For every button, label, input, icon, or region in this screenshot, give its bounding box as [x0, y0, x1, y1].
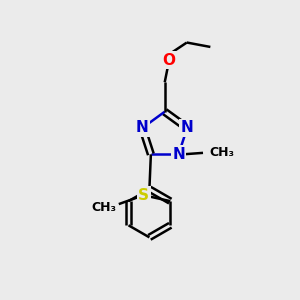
Text: CH₃: CH₃ — [92, 200, 116, 214]
Text: S: S — [138, 188, 149, 203]
Text: N: N — [172, 147, 185, 162]
Text: O: O — [163, 53, 176, 68]
Text: N: N — [181, 121, 194, 136]
Text: CH₃: CH₃ — [209, 146, 235, 159]
Text: N: N — [136, 121, 149, 136]
